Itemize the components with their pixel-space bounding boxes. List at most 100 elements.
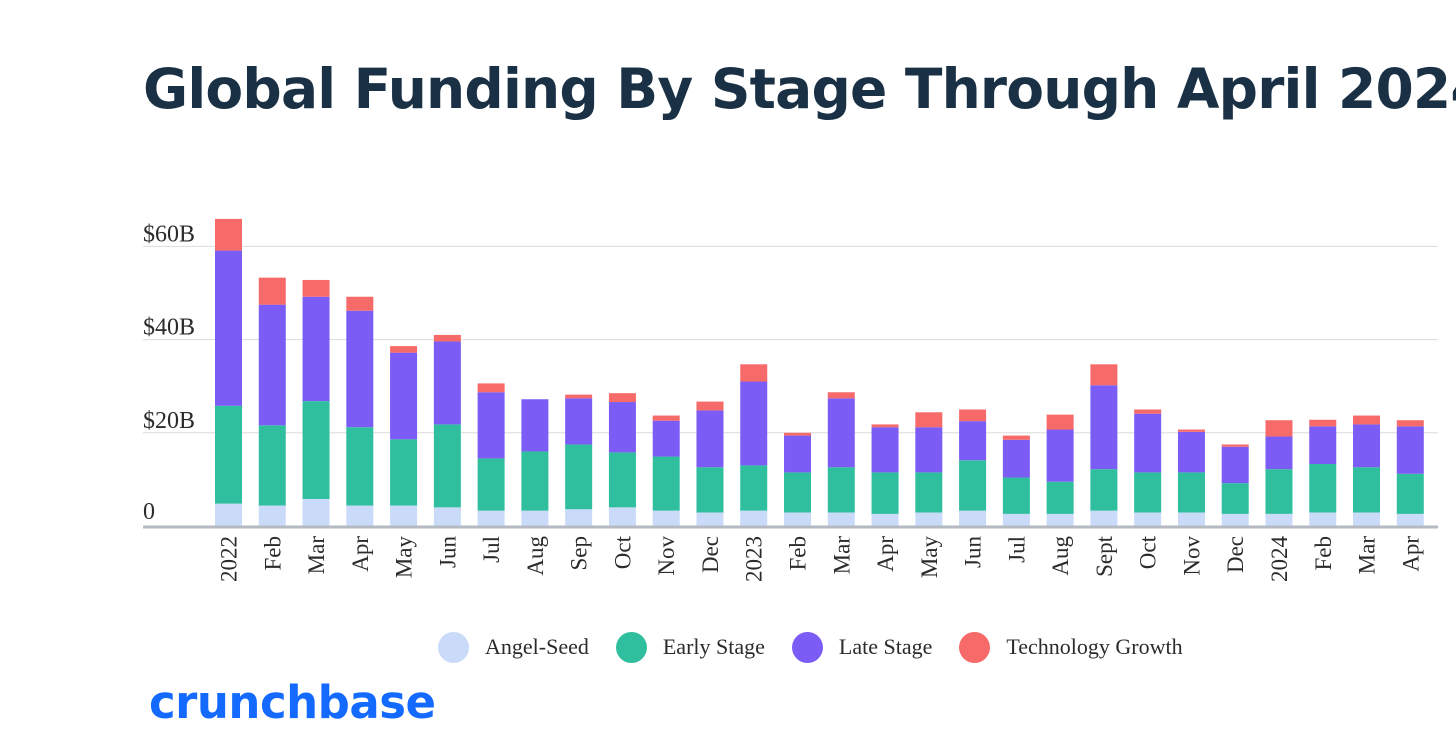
bar-segment-angel-seed[interactable] — [1353, 512, 1381, 526]
bar-segment-early-stage[interactable] — [346, 427, 374, 506]
bar-segment-angel-seed[interactable] — [1090, 510, 1118, 526]
bar-segment-technology-growth[interactable] — [1002, 435, 1030, 440]
bar-segment-early-stage[interactable] — [1353, 467, 1381, 513]
bar-segment-early-stage[interactable] — [959, 460, 987, 511]
bar-segment-late-stage[interactable] — [258, 304, 286, 426]
bar-segment-early-stage[interactable] — [390, 439, 418, 506]
bar-segment-technology-growth[interactable] — [1309, 419, 1337, 427]
bar-segment-angel-seed[interactable] — [1046, 513, 1074, 526]
bar-segment-technology-growth[interactable] — [1177, 429, 1205, 432]
bar-segment-technology-growth[interactable] — [1221, 444, 1249, 447]
bar-segment-early-stage[interactable] — [477, 458, 505, 511]
bar-segment-late-stage[interactable] — [1046, 429, 1074, 482]
bar-segment-angel-seed[interactable] — [1396, 513, 1424, 526]
legend-item-angel-seed[interactable]: Angel-Seed — [438, 631, 589, 663]
bar-segment-late-stage[interactable] — [346, 310, 374, 428]
bar-segment-late-stage[interactable] — [871, 427, 899, 473]
bar-segment-late-stage[interactable] — [652, 420, 680, 457]
bar-segment-late-stage[interactable] — [433, 341, 461, 425]
bar-segment-technology-growth[interactable] — [565, 394, 593, 399]
legend-item-late-stage[interactable]: Late Stage — [791, 631, 932, 663]
bar-segment-early-stage[interactable] — [827, 467, 855, 513]
bar-segment-technology-growth[interactable] — [915, 412, 943, 428]
bar-segment-angel-seed[interactable] — [696, 512, 724, 526]
bar-segment-technology-growth[interactable] — [740, 364, 768, 382]
bar-segment-early-stage[interactable] — [915, 472, 943, 513]
bar-segment-early-stage[interactable] — [1090, 469, 1118, 511]
bar-segment-angel-seed[interactable] — [915, 512, 943, 526]
bar-segment-early-stage[interactable] — [784, 472, 812, 513]
bar-segment-late-stage[interactable] — [740, 381, 768, 466]
bar-segment-technology-growth[interactable] — [1265, 420, 1293, 437]
bar-segment-angel-seed[interactable] — [1221, 513, 1249, 526]
bar-segment-late-stage[interactable] — [608, 402, 636, 453]
bar-segment-technology-growth[interactable] — [302, 279, 330, 297]
bar-segment-technology-growth[interactable] — [1353, 415, 1381, 425]
bar-segment-angel-seed[interactable] — [652, 510, 680, 526]
bar-segment-angel-seed[interactable] — [871, 513, 899, 526]
bar-segment-late-stage[interactable] — [390, 352, 418, 440]
bar-segment-late-stage[interactable] — [1396, 426, 1424, 474]
bar-segment-early-stage[interactable] — [565, 444, 593, 510]
bar-segment-angel-seed[interactable] — [827, 512, 855, 526]
legend-item-early-stage[interactable]: Early Stage — [615, 631, 765, 663]
bar-segment-angel-seed[interactable] — [1309, 512, 1337, 526]
bar-segment-late-stage[interactable] — [521, 399, 549, 452]
bar-segment-late-stage[interactable] — [959, 421, 987, 461]
bar-segment-angel-seed[interactable] — [959, 510, 987, 526]
bar-segment-technology-growth[interactable] — [608, 393, 636, 403]
bar-segment-technology-growth[interactable] — [258, 277, 286, 305]
bar-segment-technology-growth[interactable] — [696, 401, 724, 411]
bar-segment-late-stage[interactable] — [1090, 385, 1118, 470]
bar-segment-late-stage[interactable] — [915, 427, 943, 473]
bar-segment-technology-growth[interactable] — [959, 409, 987, 422]
bar-segment-technology-growth[interactable] — [1090, 364, 1118, 386]
bar-segment-angel-seed[interactable] — [258, 505, 286, 526]
bar-segment-early-stage[interactable] — [1002, 477, 1030, 514]
bar-segment-technology-growth[interactable] — [1046, 414, 1074, 430]
bar-segment-late-stage[interactable] — [1134, 413, 1162, 473]
bar-segment-early-stage[interactable] — [696, 467, 724, 513]
bar-segment-technology-growth[interactable] — [1134, 409, 1162, 414]
bar-segment-technology-growth[interactable] — [433, 334, 461, 342]
bar-segment-technology-growth[interactable] — [871, 424, 899, 428]
bar-segment-angel-seed[interactable] — [1265, 513, 1293, 526]
bar-segment-angel-seed[interactable] — [784, 512, 812, 526]
bar-segment-early-stage[interactable] — [1046, 481, 1074, 514]
bar-segment-angel-seed[interactable] — [1134, 512, 1162, 526]
bar-segment-technology-growth[interactable] — [390, 346, 418, 353]
bar-segment-angel-seed[interactable] — [302, 498, 330, 526]
bar-segment-angel-seed[interactable] — [215, 503, 242, 526]
bar-segment-late-stage[interactable] — [1221, 446, 1249, 484]
bar-segment-early-stage[interactable] — [1221, 483, 1249, 514]
bar-segment-technology-growth[interactable] — [346, 296, 374, 311]
bar-segment-late-stage[interactable] — [565, 398, 593, 445]
bar-segment-late-stage[interactable] — [827, 398, 855, 468]
bar-segment-angel-seed[interactable] — [1177, 512, 1205, 526]
bar-segment-angel-seed[interactable] — [608, 507, 636, 526]
bar-segment-early-stage[interactable] — [740, 465, 768, 511]
bar-segment-early-stage[interactable] — [652, 456, 680, 511]
bar-segment-late-stage[interactable] — [302, 296, 330, 402]
bar-segment-technology-growth[interactable] — [652, 415, 680, 421]
bar-segment-late-stage[interactable] — [215, 250, 242, 406]
bar-segment-early-stage[interactable] — [433, 424, 461, 508]
bar-segment-early-stage[interactable] — [1177, 472, 1205, 513]
bar-segment-early-stage[interactable] — [1396, 473, 1424, 514]
bar-segment-angel-seed[interactable] — [346, 505, 374, 526]
bar-segment-angel-seed[interactable] — [433, 507, 461, 526]
bar-segment-angel-seed[interactable] — [390, 505, 418, 526]
bar-segment-angel-seed[interactable] — [1002, 513, 1030, 526]
bar-segment-early-stage[interactable] — [1134, 472, 1162, 513]
bar-segment-angel-seed[interactable] — [565, 509, 593, 526]
bar-segment-late-stage[interactable] — [784, 435, 812, 473]
bar-segment-early-stage[interactable] — [215, 405, 242, 504]
bar-segment-technology-growth[interactable] — [1396, 420, 1424, 427]
bar-segment-technology-growth[interactable] — [477, 383, 505, 393]
bar-segment-early-stage[interactable] — [1309, 464, 1337, 513]
bar-segment-late-stage[interactable] — [1265, 436, 1293, 470]
bar-segment-early-stage[interactable] — [521, 451, 549, 511]
bar-segment-early-stage[interactable] — [1265, 469, 1293, 514]
bar-segment-technology-growth[interactable] — [827, 392, 855, 399]
bar-segment-late-stage[interactable] — [1353, 424, 1381, 468]
